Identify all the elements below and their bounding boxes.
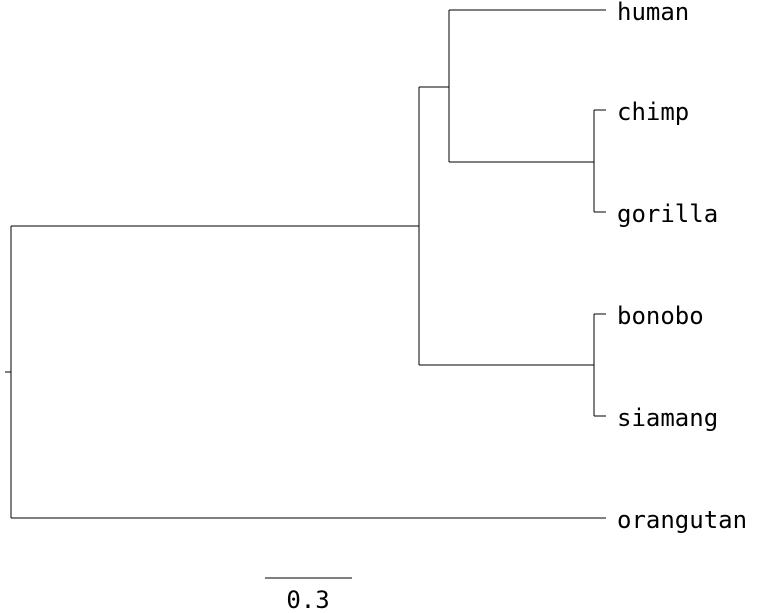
scale-bar-label: 0.3 xyxy=(286,586,329,613)
taxon-label-orangutan: orangutan xyxy=(617,506,747,534)
taxon-label-chimp: chimp xyxy=(617,98,689,126)
taxon-label-siamang: siamang xyxy=(617,404,718,432)
taxon-label-gorilla: gorilla xyxy=(617,200,718,228)
taxon-label-bonobo: bonobo xyxy=(617,302,704,330)
taxon-label-human: human xyxy=(617,0,689,26)
